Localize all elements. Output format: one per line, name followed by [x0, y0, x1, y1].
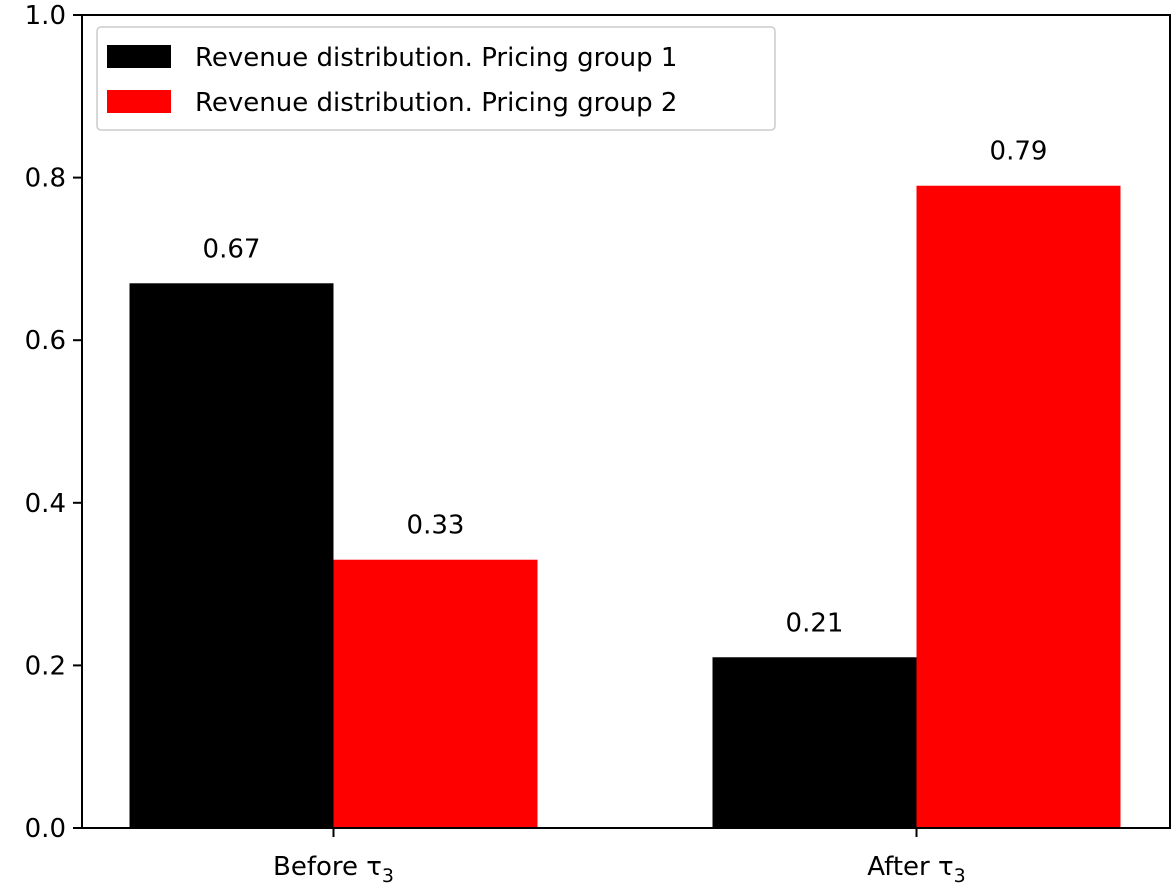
y-tick-label: 0.6 — [25, 326, 66, 356]
bar-group-2-after — [916, 185, 1121, 829]
bar-group-1-before — [129, 283, 334, 828]
bar-value-label: 0.67 — [203, 234, 261, 264]
y-tick-label: 0.4 — [25, 489, 66, 519]
bar-value-label: 0.33 — [407, 511, 465, 541]
bar-value-label: 0.79 — [990, 137, 1048, 167]
legend-label-group-2: Revenue distribution. Pricing group 2 — [195, 88, 677, 118]
y-tick-label: 0.8 — [25, 164, 66, 194]
x-tick-label: After τ3 — [867, 852, 965, 887]
legend-swatch-group-2 — [107, 90, 171, 113]
legend-box — [96, 26, 776, 131]
bars — [129, 185, 1121, 829]
bar-value-label: 0.21 — [786, 608, 844, 638]
x-tick-label: Before τ3 — [273, 852, 394, 887]
bar-value-labels: 0.67 0.21 0.33 0.79 — [203, 137, 1048, 639]
y-axis: 0.0 0.2 0.4 0.6 0.8 1.0 — [25, 1, 82, 844]
y-tick-label: 0.0 — [25, 814, 66, 844]
bar-group-2-before — [333, 559, 538, 828]
x-axis: Before τ3 After τ3 — [273, 828, 966, 887]
y-tick-label: 0.2 — [25, 651, 66, 681]
y-tick-label: 1.0 — [25, 1, 66, 31]
bar-group-1-after — [712, 657, 917, 828]
legend: Revenue distribution. Pricing group 1 Re… — [96, 26, 776, 131]
plot-frame — [81, 14, 1171, 829]
legend-label-group-1: Revenue distribution. Pricing group 1 — [195, 43, 677, 73]
legend-swatch-group-1 — [107, 45, 171, 68]
